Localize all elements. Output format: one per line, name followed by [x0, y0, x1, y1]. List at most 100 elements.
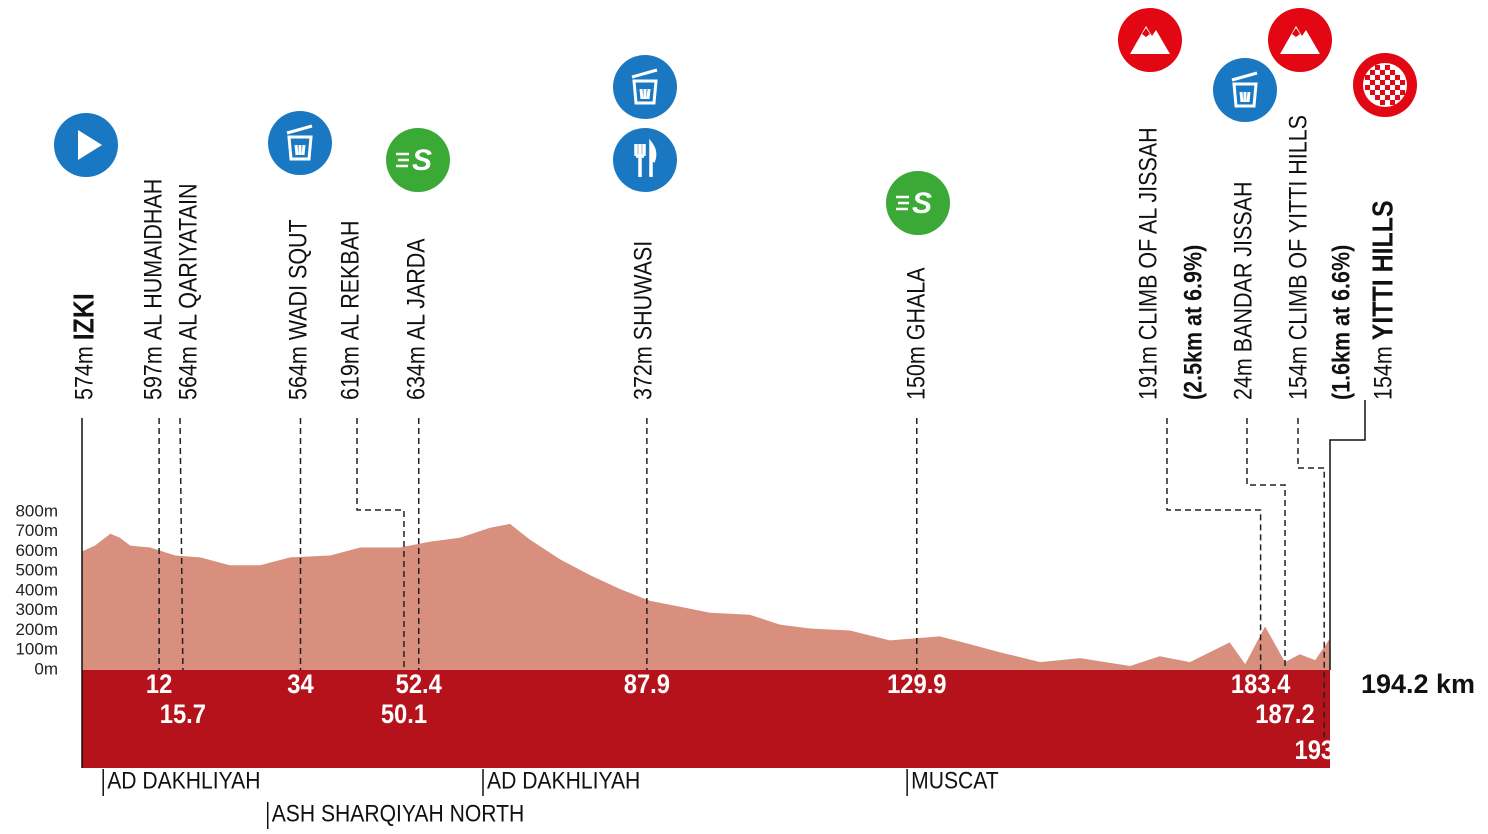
icon-check	[1400, 80, 1405, 85]
sprint-label: S	[412, 144, 432, 177]
waypoint-label: 154m YITTI HILLS	[1367, 200, 1399, 400]
icon-check	[1395, 75, 1400, 80]
icon-circle	[613, 55, 677, 119]
icon-glyph	[286, 124, 313, 156]
sprint-icon: S	[886, 171, 950, 235]
y-tick-label: 200m	[15, 620, 58, 639]
food-icon	[613, 128, 677, 192]
km-label: 0	[63, 670, 76, 700]
icon-check	[1365, 85, 1370, 90]
icon-check	[1375, 95, 1380, 100]
kom-icon	[1268, 8, 1332, 72]
waypoint-label: 564m WADI SQUT	[284, 219, 312, 400]
place-name: GHALA	[902, 267, 930, 340]
altitude: 372m	[629, 346, 657, 400]
icon-check	[1375, 75, 1380, 80]
place-name: AL HUMAIDHAH	[139, 179, 167, 341]
waypoint-label: 619m AL REKBAH	[336, 220, 364, 400]
icon-glyph	[634, 138, 657, 177]
icon-check	[1390, 70, 1395, 75]
km-label: 183.4	[1231, 670, 1290, 700]
icon-check	[1395, 95, 1400, 100]
km-label: 15.7	[160, 700, 206, 730]
region-name: AD DAKHLIYAH	[107, 767, 260, 794]
icon-check	[1395, 85, 1400, 90]
icon-check	[1375, 65, 1380, 70]
icon-circle	[613, 128, 677, 192]
sprint-icon: S	[386, 128, 450, 192]
icon-check	[1390, 90, 1395, 95]
altitude: 564m	[174, 346, 202, 400]
icon-circle	[268, 111, 332, 175]
icon-check	[1380, 70, 1385, 75]
km-label: 50.1	[381, 700, 427, 730]
altitude: 24m	[1229, 358, 1257, 400]
y-tick-label: 400m	[15, 580, 58, 599]
y-tick-label: 100m	[15, 640, 58, 659]
place-name: BANDAR JISSAH	[1229, 181, 1257, 352]
icon-check	[1380, 80, 1385, 85]
km-label: 12	[146, 670, 172, 700]
y-tick-label: 300m	[15, 600, 58, 619]
icon-glyph	[1232, 82, 1258, 108]
icon-glyph	[1280, 26, 1320, 54]
place-name: CLIMB OF AL JISSAH	[1134, 127, 1162, 340]
climb-detail: (2.5km at 6.9%)	[1179, 245, 1207, 400]
km-label: 194.2 km	[1361, 669, 1475, 699]
icon-glyph	[1231, 71, 1258, 103]
y-tick-label: 500m	[15, 561, 58, 580]
waypoint-label: 191m CLIMB OF AL JISSAH	[1134, 127, 1162, 400]
waypoint-line	[1166, 418, 1262, 670]
altitude: 564m	[284, 346, 312, 400]
region-name: ASH SHARQIYAH NORTH	[272, 800, 525, 827]
distance-band	[82, 670, 1330, 768]
altitude: 619m	[336, 346, 364, 400]
place-name: CLIMB OF YITTI HILLS	[1284, 115, 1312, 340]
icon-check	[1380, 90, 1385, 95]
y-tick-label: 800m	[15, 501, 58, 520]
km-label: 52.4	[396, 670, 442, 700]
icon-circle	[886, 171, 950, 235]
icon-glyph	[1130, 26, 1170, 54]
icon-check	[1375, 85, 1380, 90]
km-label: 187.2	[1255, 700, 1314, 730]
km-label: 193.3	[1294, 736, 1353, 766]
waypoint-line	[356, 418, 405, 670]
waypoint-label: 564m AL QARIYATAIN	[174, 183, 202, 400]
place-name: IZKI	[68, 293, 100, 340]
icon-check	[1390, 100, 1395, 105]
icon-check	[1370, 80, 1375, 85]
y-tick-label: 700m	[15, 521, 58, 540]
finish-line	[1329, 400, 1366, 670]
waypoint-label: 24m BANDAR JISSAH	[1229, 181, 1257, 400]
altitude: 154m	[1369, 346, 1397, 400]
feed-icon	[613, 55, 677, 119]
altitude: 634m	[402, 346, 430, 400]
waypoint-label: 634m AL JARDA	[402, 238, 430, 400]
icon-circle	[1213, 58, 1277, 122]
waypoint-label: 150m GHALA	[902, 267, 930, 400]
region-name: MUSCAT	[911, 767, 999, 794]
km-label: 34	[287, 670, 313, 700]
climb-detail: (1.6km at 6.6%)	[1327, 245, 1355, 400]
altitude: 597m	[139, 346, 167, 400]
icon-glyph	[896, 195, 909, 211]
icon-glyph	[632, 79, 658, 105]
y-tick-label: 0m	[34, 659, 58, 678]
waypoint-line	[1246, 418, 1286, 670]
icon-check	[1365, 75, 1370, 80]
icon-check	[1380, 100, 1385, 105]
feed-icon	[1213, 58, 1277, 122]
place-name: AL QARIYATAIN	[174, 183, 202, 340]
icon-circle	[386, 128, 450, 192]
icon-check	[1370, 70, 1375, 75]
place-name: WADI SQUT	[284, 219, 312, 340]
kom-icon	[1118, 8, 1182, 72]
km-label: 129.9	[887, 670, 946, 700]
icon-check	[1400, 90, 1405, 95]
waypoint-label: 574m IZKI	[68, 293, 100, 400]
icon-check	[1385, 75, 1390, 80]
icon-check	[1390, 80, 1395, 85]
altitude: 574m	[70, 346, 98, 400]
